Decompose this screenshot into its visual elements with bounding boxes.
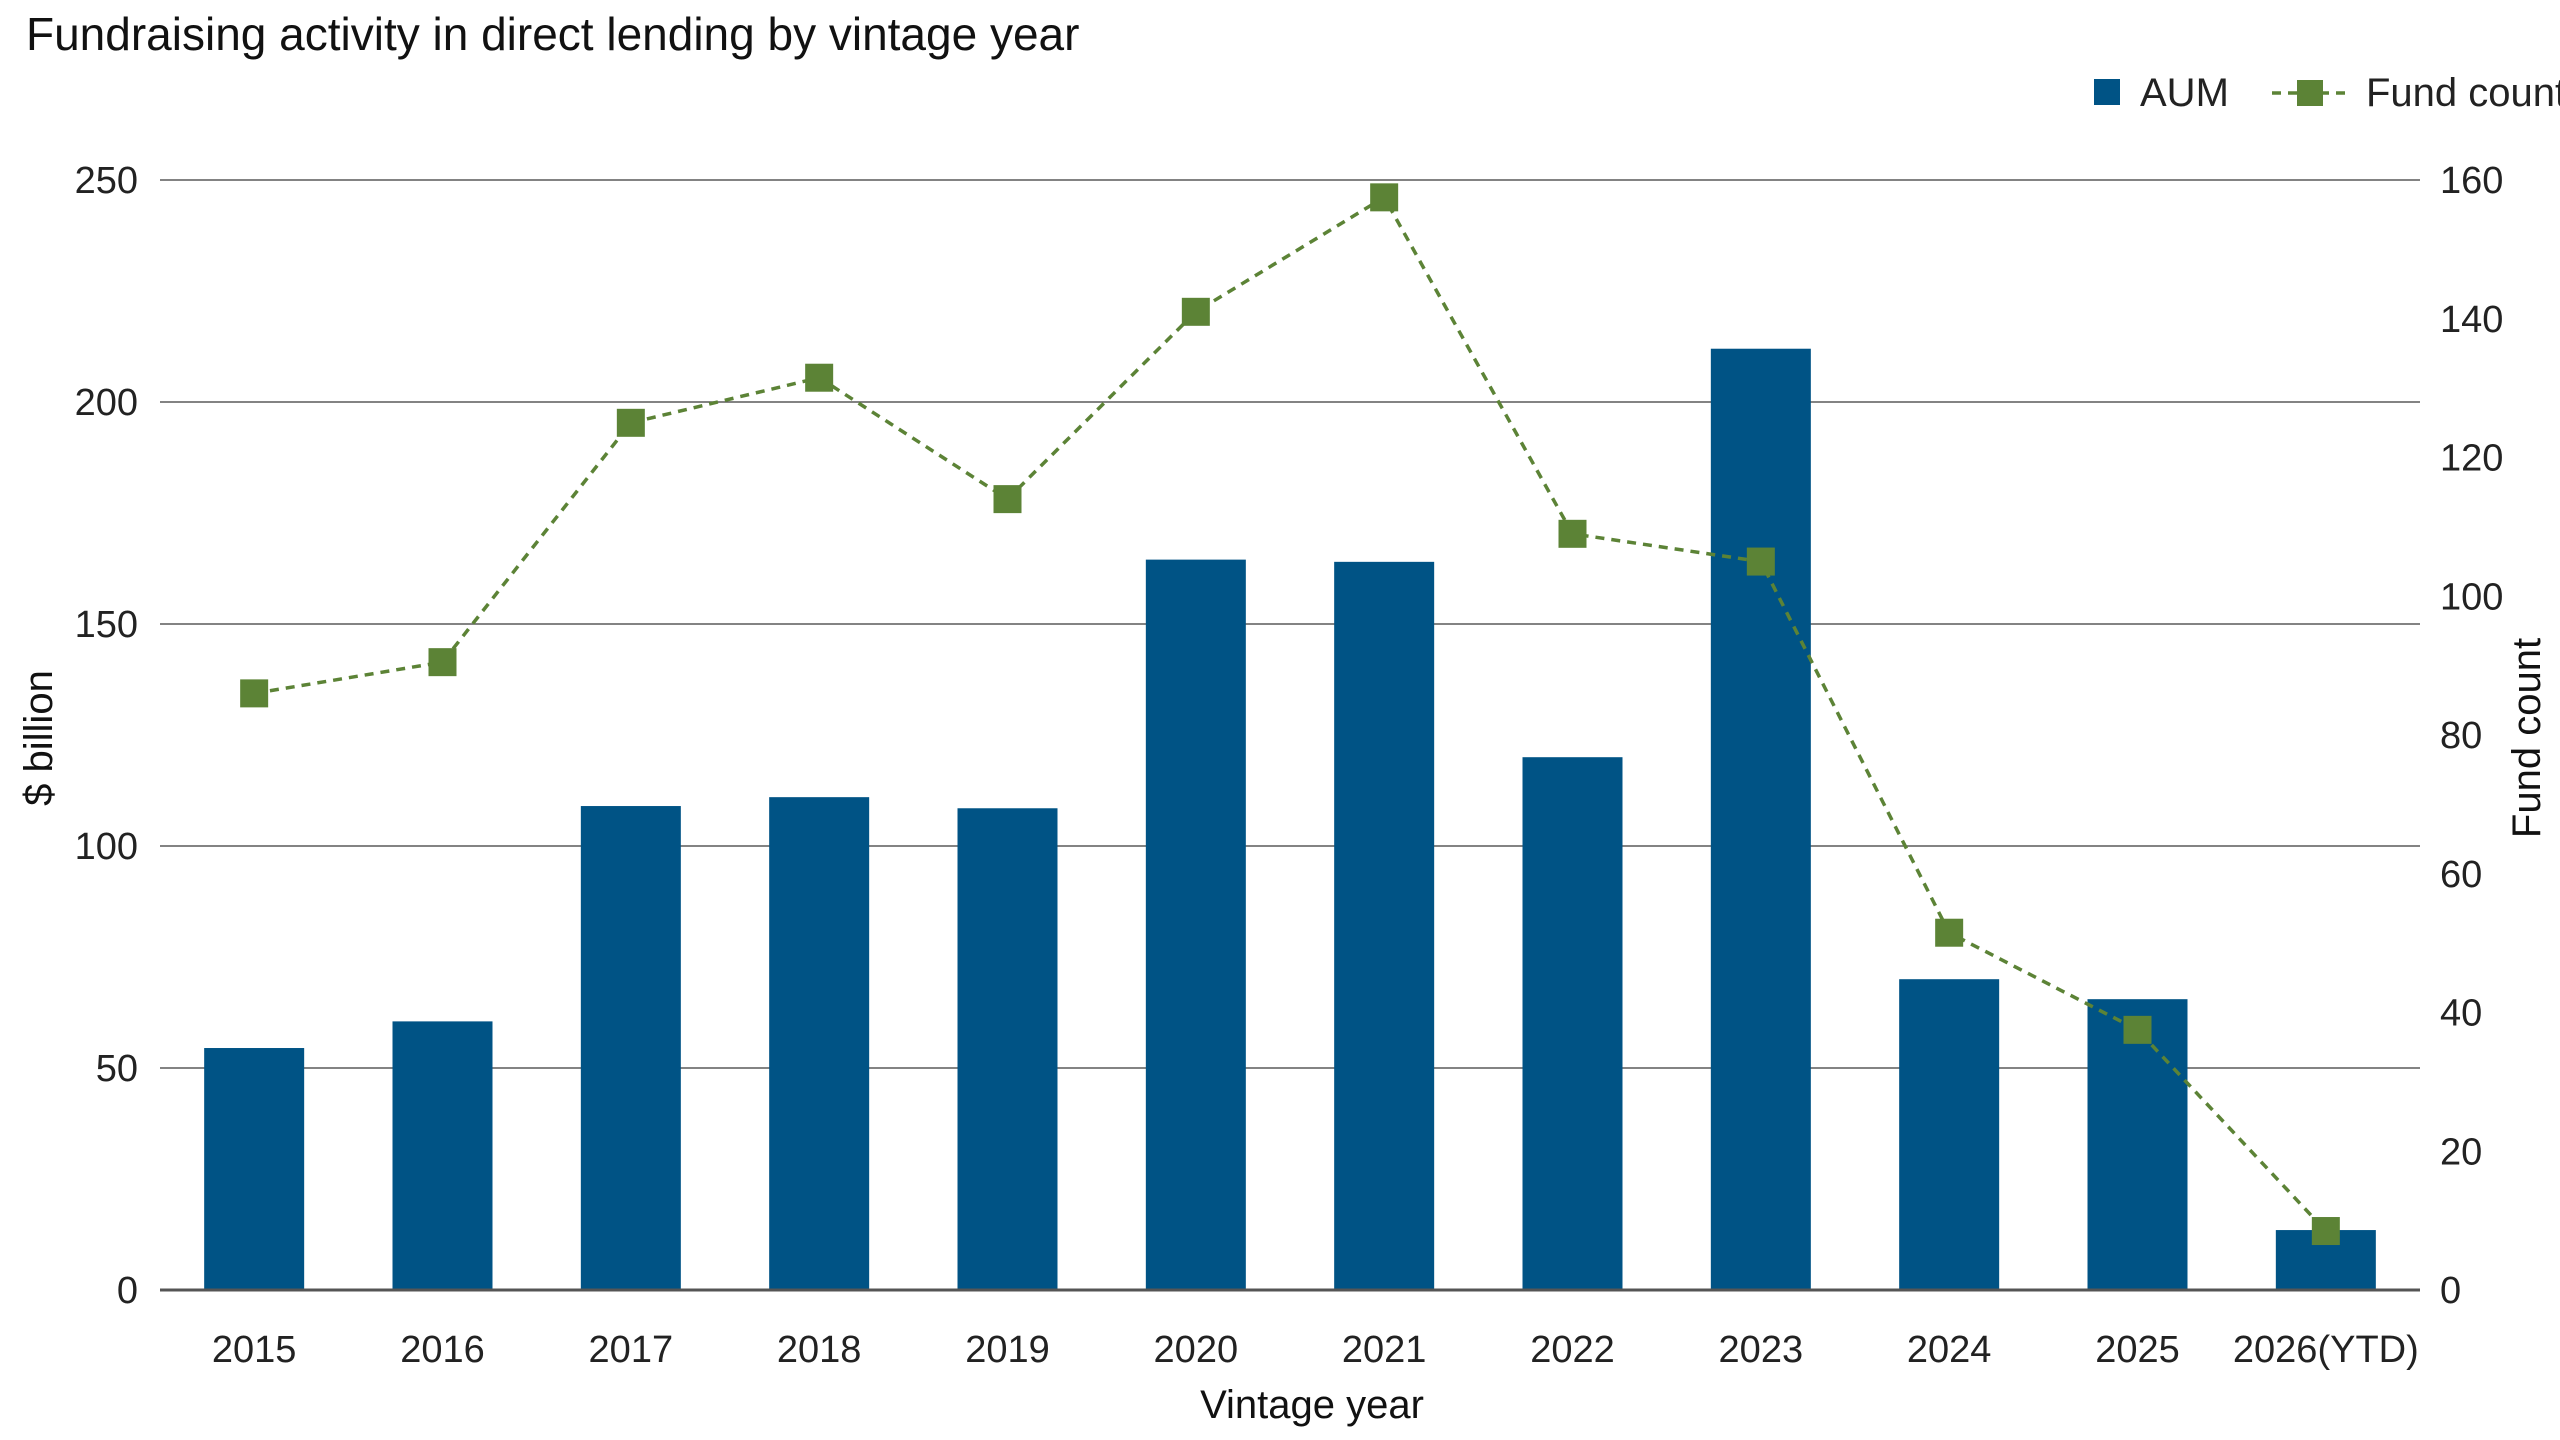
aum-bar — [1145, 559, 1246, 1290]
fund-count-marker — [2311, 1217, 2340, 1246]
fund-count-marker — [616, 408, 645, 437]
aum-bar — [2087, 999, 2188, 1290]
y-tick-label: 50 — [96, 1048, 138, 1090]
aum-bar — [392, 1021, 493, 1290]
legend-aum-label: AUM — [2140, 71, 2229, 115]
x-tick-label: 2025 — [2095, 1329, 2180, 1371]
y2-tick-label: 40 — [2440, 993, 2482, 1035]
y2-tick-label: 100 — [2440, 576, 2503, 618]
legend: AUM Fund count — [2094, 71, 2560, 115]
aum-bar — [1522, 757, 1623, 1290]
y-axis-title: $ billion — [17, 670, 61, 806]
x-tick-label: 2026(YTD) — [2233, 1329, 2419, 1371]
x-tick-label: 2016 — [400, 1329, 485, 1371]
aum-bar — [1710, 348, 1811, 1291]
y2-tick-label: 120 — [2440, 438, 2503, 480]
fund-count-line — [240, 183, 2340, 1246]
gridlines — [160, 179, 2420, 1069]
y2-tick-label: 80 — [2440, 715, 2482, 757]
y-tick-label: 150 — [75, 604, 138, 646]
aum-bar — [769, 797, 870, 1290]
y2-axis-title: Fund count — [2505, 638, 2549, 838]
x-tick-label: 2024 — [1907, 1329, 1992, 1371]
chart-title: Fundraising activity in direct lending b… — [26, 8, 1079, 60]
x-tick-label: 2022 — [1530, 1329, 1615, 1371]
x-tick-label: 2020 — [1154, 1329, 1239, 1371]
fund-count-marker — [805, 363, 834, 392]
aum-bar — [1899, 979, 2000, 1290]
legend-fund-count-label: Fund count — [2366, 71, 2560, 115]
y-tick-label: 0 — [117, 1270, 138, 1312]
x-tick-label: 2019 — [965, 1329, 1050, 1371]
y-tick-label: 200 — [75, 382, 138, 424]
y2-tick-label: 160 — [2440, 160, 2503, 202]
fund-count-marker — [1558, 519, 1587, 548]
y-tick-label: 250 — [75, 160, 138, 202]
fund-count-marker — [1181, 297, 1210, 326]
x-axis-title: Vintage year — [1200, 1383, 1424, 1427]
aum-bars — [204, 348, 2376, 1291]
fund-count-marker — [1935, 918, 1964, 947]
y-tick-label: 100 — [75, 826, 138, 868]
fund-count-marker — [2123, 1015, 2152, 1044]
aum-bar — [580, 806, 681, 1290]
legend-fund-count-marker — [2297, 80, 2323, 106]
fund-count-series-line — [253, 194, 2328, 1233]
aum-bar — [204, 1048, 305, 1290]
aum-bar — [1334, 561, 1435, 1290]
y2-tick-label: 20 — [2440, 1131, 2482, 1173]
fund-count-marker — [1370, 183, 1399, 212]
y2-tick-label: 60 — [2440, 854, 2482, 896]
x-tick-label: 2021 — [1342, 1329, 1427, 1371]
fund-count-marker — [240, 679, 269, 708]
axes: 0 50 100 150 200 250 0 20 40 60 80 100 120 140 160 2015… — [75, 160, 2504, 1371]
x-tick-label: 2015 — [212, 1329, 297, 1371]
fund-count-marker — [993, 485, 1022, 514]
x-tick-label: 2017 — [589, 1329, 674, 1371]
y2-tick-label: 140 — [2440, 299, 2503, 341]
y2-tick-label: 0 — [2440, 1270, 2461, 1312]
x-tick-label: 2023 — [1719, 1329, 1804, 1371]
legend-aum-swatch — [2094, 79, 2120, 105]
fund-count-marker — [1746, 547, 1775, 576]
aum-bar — [957, 808, 1058, 1290]
fund-count-marker — [428, 648, 457, 677]
x-tick-label: 2018 — [777, 1329, 862, 1371]
